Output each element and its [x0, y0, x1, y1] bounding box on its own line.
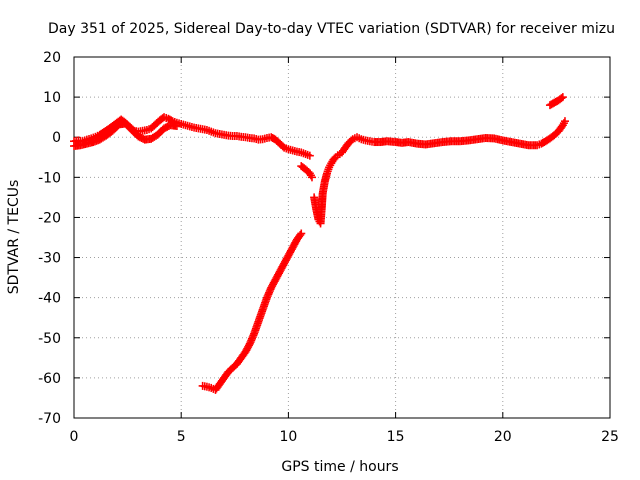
grid: [74, 57, 610, 418]
y-tick-label: 10: [43, 90, 61, 106]
y-tick-label: -20: [38, 210, 61, 226]
y-tick-label: -40: [38, 291, 61, 307]
x-tick-label: 10: [279, 429, 297, 445]
x-tick-label: 20: [494, 429, 512, 445]
x-tick-label: 5: [177, 429, 186, 445]
x-axis-label: GPS time / hours: [281, 459, 398, 475]
data-point: [557, 94, 566, 103]
data-marks: [70, 93, 569, 394]
data-point: [297, 229, 306, 238]
y-tick-label: -30: [38, 251, 61, 267]
y-tick-label: -50: [38, 331, 61, 347]
y-tick-label: 0: [52, 130, 61, 146]
x-tick-label: 25: [601, 429, 619, 445]
y-tick-label: 20: [43, 50, 61, 66]
data-point: [172, 121, 181, 130]
chart-title: Day 351 of 2025, Sidereal Day-to-day VTE…: [48, 21, 615, 37]
data-point: [560, 117, 569, 126]
data-point: [307, 173, 316, 182]
y-tick-label: -70: [38, 411, 61, 427]
y-tick-label: -10: [38, 170, 61, 186]
data-point: [558, 93, 567, 102]
y-axis-label: SDTVAR / TECUs: [6, 180, 22, 295]
axis-ticks: 0 5 10 15 20 25 20 10 0 -10 -20 -30 -40 -50 -60 -70: [38, 50, 619, 445]
plot-frame: [73, 56, 611, 419]
x-tick-label: 15: [387, 429, 405, 445]
data-point: [305, 151, 314, 160]
x-tick-label: 0: [70, 429, 79, 445]
y-tick-label: -60: [38, 371, 61, 387]
data-point: [296, 230, 305, 239]
